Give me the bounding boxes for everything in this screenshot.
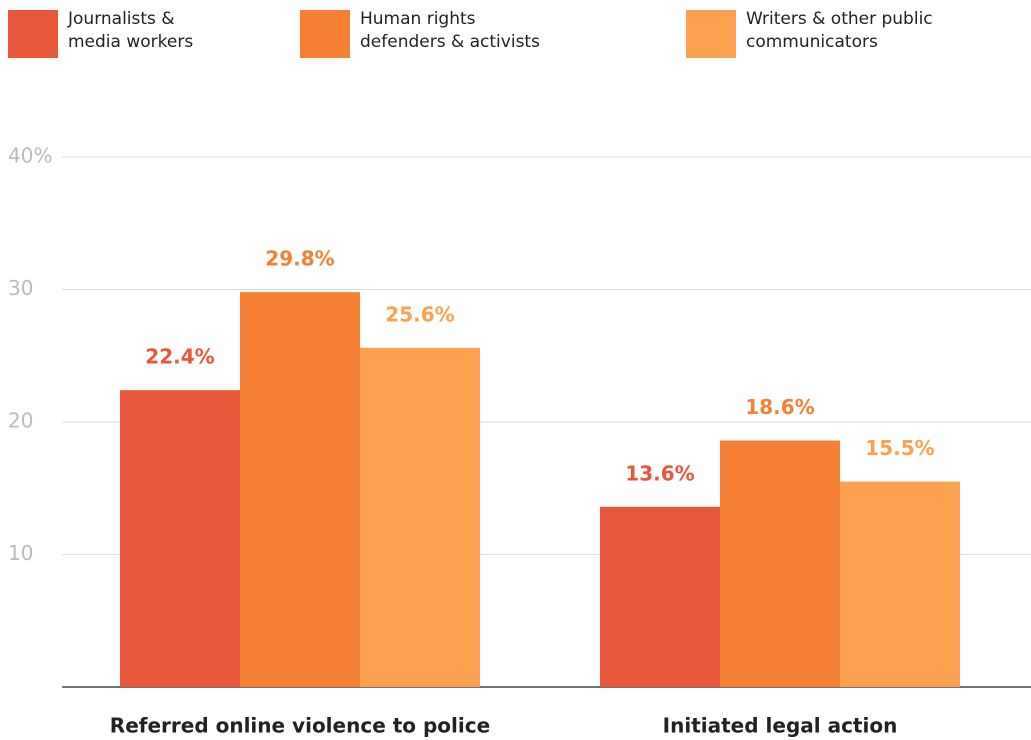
- bar: [840, 481, 960, 687]
- legend-item: Journalists & media workers: [8, 9, 208, 58]
- legend-swatch: [686, 10, 736, 58]
- legend-label: Human rights defenders & activists: [360, 9, 540, 52]
- y-tick-label: 30: [8, 276, 33, 300]
- value-label: 25.6%: [385, 302, 454, 326]
- bar: [240, 292, 360, 687]
- value-label: 18.6%: [745, 395, 814, 419]
- legend-swatch: [8, 10, 58, 58]
- y-tick-label: 20: [8, 409, 33, 433]
- x-tick-label: Initiated legal action: [663, 714, 898, 738]
- bar: [600, 506, 720, 687]
- value-label: 13.6%: [625, 461, 694, 485]
- value-label: 22.4%: [145, 345, 214, 369]
- y-tick-label: 40%: [8, 144, 52, 168]
- bar: [120, 390, 240, 687]
- legend-label: Writers & other public communicators: [746, 9, 933, 52]
- bar: [360, 347, 480, 687]
- value-label: 29.8%: [265, 247, 334, 271]
- legend-item: Writers & other public communicators: [686, 9, 946, 58]
- legend-swatch: [300, 10, 350, 58]
- bar: [720, 440, 840, 687]
- legend-label: Journalists & media workers: [68, 9, 194, 52]
- value-label: 15.5%: [865, 436, 934, 460]
- x-tick-label: Referred online violence to police: [110, 714, 490, 738]
- legend-item: Human rights defenders & activists: [300, 9, 555, 58]
- y-tick-label: 10: [8, 541, 33, 565]
